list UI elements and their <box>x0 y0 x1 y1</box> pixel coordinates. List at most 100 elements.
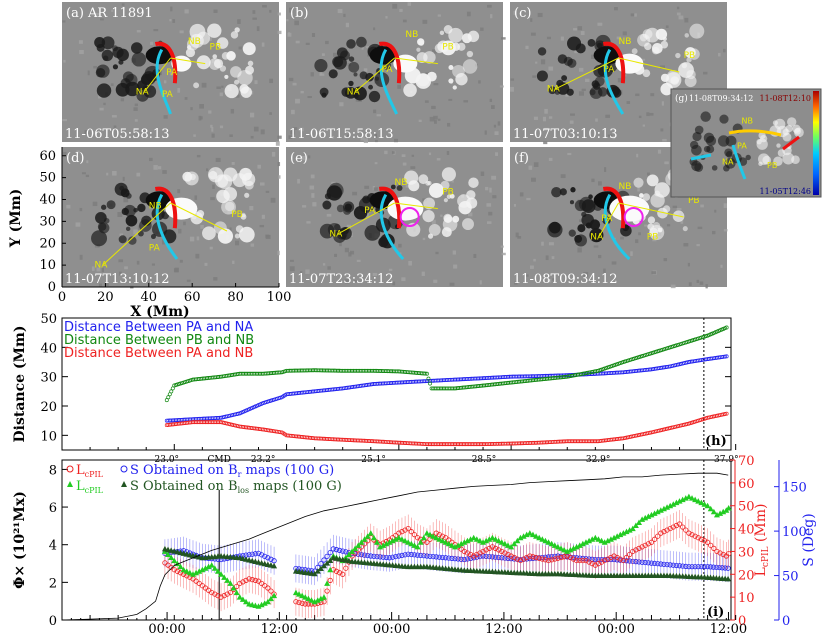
noise <box>306 221 311 224</box>
left-ylabel: Φ× (10²¹Mx) <box>12 491 28 589</box>
data-point <box>170 386 175 391</box>
noise <box>86 160 89 164</box>
noise <box>322 263 326 266</box>
data-point <box>722 565 728 571</box>
data-point <box>676 563 683 569</box>
positive-flux <box>758 161 763 166</box>
legend-entry-2: Distance Between PA and NB <box>64 346 253 361</box>
magnetogram-xlabel: X (Mm) <box>130 304 189 320</box>
data-point <box>268 588 274 594</box>
noise <box>529 265 534 269</box>
noise <box>437 118 441 121</box>
data-point <box>165 551 172 557</box>
data-point <box>402 537 409 544</box>
positive-flux <box>776 143 781 148</box>
noise <box>118 259 124 263</box>
data-point <box>658 530 664 536</box>
connector-line <box>144 57 171 92</box>
data-point <box>267 595 274 602</box>
positive-flux <box>448 27 463 43</box>
noise <box>622 31 627 36</box>
noise <box>542 116 547 122</box>
noise <box>91 266 95 271</box>
magnetogram-ticks: 0 20 40 60 80 100 0 10 20 30 40 50 60 <box>39 147 291 305</box>
noise <box>466 11 471 17</box>
data-point <box>629 525 636 532</box>
data-point <box>246 576 252 582</box>
noise <box>136 172 141 177</box>
noise <box>647 172 650 176</box>
noise <box>635 239 639 244</box>
y-tick-label-left: 6 <box>49 501 57 516</box>
magnetogram-panel-4: NB PB PA NA (d) 11-07T13:10:12 <box>62 147 281 289</box>
negative-flux <box>344 203 352 211</box>
noise <box>431 219 436 225</box>
positive-flux <box>782 152 795 165</box>
noise <box>545 255 549 261</box>
negative-flux <box>551 186 562 198</box>
data-point <box>408 551 414 558</box>
data-point <box>642 559 648 566</box>
positive-flux <box>189 173 196 181</box>
noise <box>150 41 154 45</box>
noise <box>525 45 529 50</box>
noise <box>611 261 617 265</box>
noise <box>696 244 700 247</box>
data-point <box>317 565 324 571</box>
data-point <box>673 522 680 529</box>
data-point <box>589 561 595 567</box>
data-point <box>536 534 543 541</box>
data-point <box>645 541 651 547</box>
data-point <box>259 552 265 558</box>
data-point <box>464 537 471 544</box>
noise <box>62 151 67 156</box>
noise <box>257 164 261 169</box>
negative-flux <box>321 92 327 98</box>
noise <box>78 40 83 44</box>
x-tick-label: 12:00 <box>485 622 522 636</box>
data-point <box>180 566 187 573</box>
data-point <box>461 548 467 555</box>
data-point <box>701 538 708 544</box>
inset-time-top-left: 11-08T09:34:12 <box>689 94 753 103</box>
positive-flux <box>647 223 654 230</box>
noise <box>347 63 351 67</box>
data-point <box>246 552 252 558</box>
noise <box>346 134 350 138</box>
noise <box>399 8 403 12</box>
noise <box>494 131 499 136</box>
noise <box>373 27 376 31</box>
noise <box>286 19 289 22</box>
noise <box>546 36 551 40</box>
polarity-label-pb: PB <box>231 210 243 220</box>
noise <box>297 178 300 184</box>
data-point <box>480 539 487 545</box>
data-point <box>632 522 639 529</box>
negative-flux <box>128 236 137 245</box>
noise <box>161 239 166 245</box>
connector-line <box>618 57 680 73</box>
data-point <box>314 568 321 574</box>
noise <box>486 203 492 207</box>
data-point <box>724 325 729 330</box>
positive-flux <box>242 42 256 56</box>
noise <box>570 113 575 116</box>
negative-flux <box>569 200 575 205</box>
noise <box>99 107 104 111</box>
positive-flux <box>462 59 478 74</box>
data-point <box>345 551 352 557</box>
data-point <box>508 553 514 559</box>
data-point <box>305 595 312 602</box>
noise <box>309 185 315 190</box>
noise <box>452 250 457 255</box>
data-point <box>630 548 636 555</box>
noise <box>424 100 429 103</box>
data-point <box>529 531 536 538</box>
data-point <box>642 542 648 548</box>
noise <box>392 3 398 9</box>
data-point <box>716 564 722 571</box>
noise <box>201 82 207 88</box>
data-point <box>536 555 542 561</box>
noise <box>473 253 477 258</box>
noise <box>290 259 294 262</box>
